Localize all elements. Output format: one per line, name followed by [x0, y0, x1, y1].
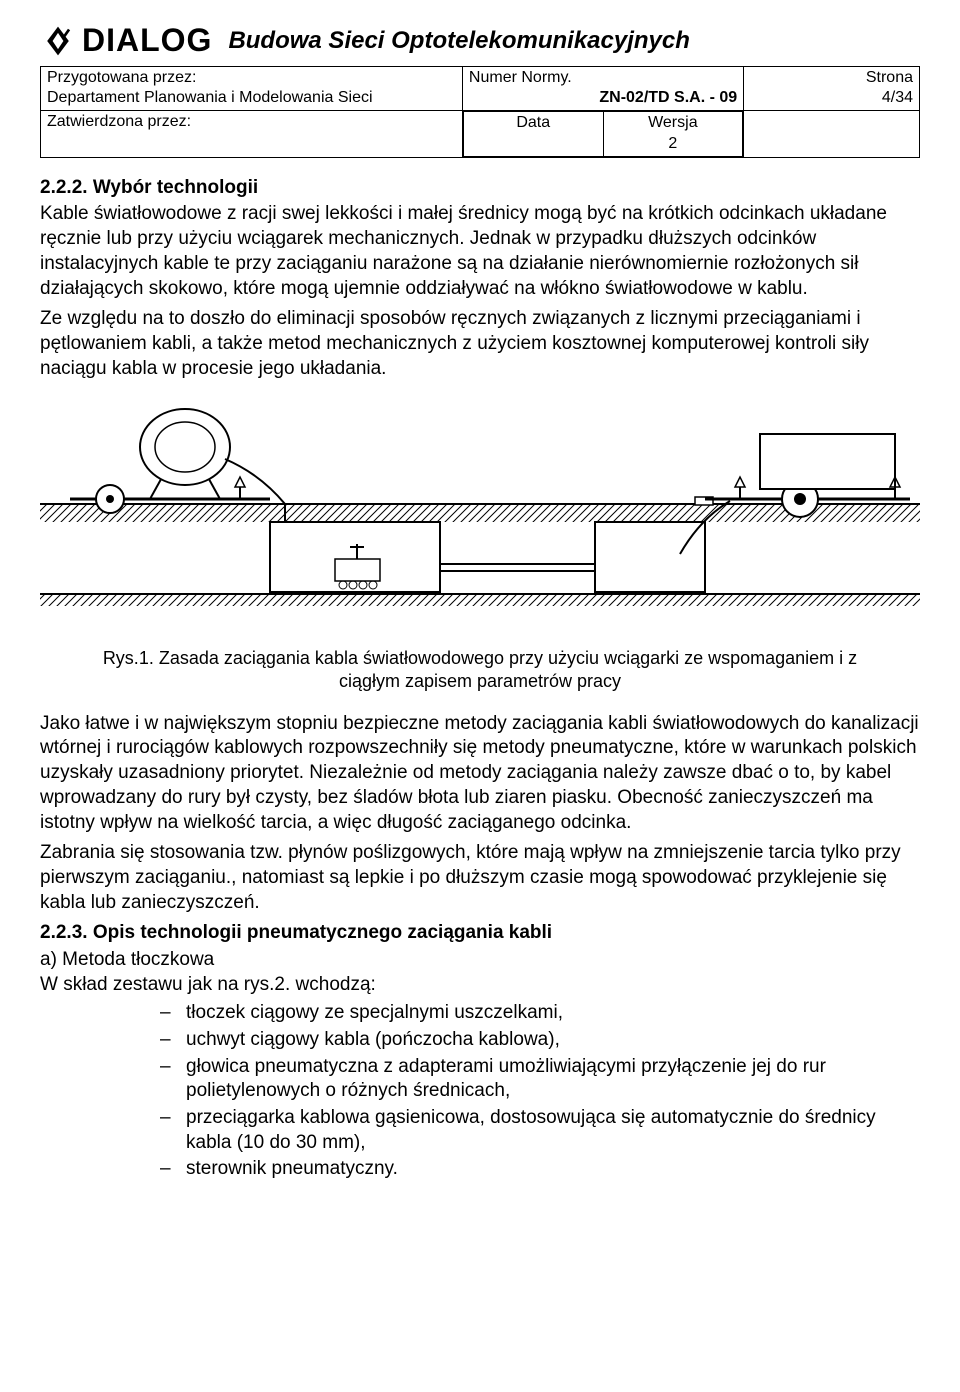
figure-1 [40, 399, 920, 637]
prepared-by-cell: Przygotowana przez: Departament Planowan… [41, 66, 463, 111]
logo-text: DIALOG [82, 20, 212, 62]
date-label: Data [463, 112, 603, 157]
version-label: Wersja [610, 113, 737, 134]
metadata-table: Przygotowana przez: Departament Planowan… [40, 66, 920, 158]
figure-1-diagram [40, 399, 920, 629]
after-figure-p1: Jako łatwe i w największym stopniu bezpi… [40, 712, 920, 835]
figure-1-caption: Rys.1. Zasada zaciągania kabla światłowo… [70, 647, 890, 694]
dialog-logo-icon [40, 23, 76, 59]
cable-drum-trailer-icon [70, 409, 270, 513]
section-223-intro: W skład zestawu jak na rys.2. wchodzą: [40, 973, 920, 998]
norm-value: ZN-02/TD S.A. - 09 [469, 88, 737, 109]
list-item: sterownik pneumatyczny. [160, 1157, 920, 1182]
empty-cell [744, 111, 920, 158]
approved-cell: Zatwierdzona przez: [41, 111, 463, 158]
list-item: głowica pneumatyczna z adapterami umożli… [160, 1055, 920, 1104]
list-item: przeciągarka kablowa gąsienicowa, dostos… [160, 1106, 920, 1155]
section-223-heading: 2.2.3. Opis technologii pneumatycznego z… [40, 921, 920, 946]
section-222-p2: Ze względu na to doszło do eliminacji sp… [40, 307, 920, 381]
prepared-label: Przygotowana przez: [47, 68, 456, 89]
version-subcell: Wersja 2 [603, 112, 743, 157]
version-value: 2 [610, 134, 737, 155]
list-item: uchwyt ciągowy kabla (pończocha kablowa)… [160, 1028, 920, 1053]
date-version-cell: Data Wersja 2 [462, 111, 743, 158]
section-222-heading: 2.2.2. Wybór technologii [40, 176, 920, 201]
section-223-list: tłoczek ciągowy ze specjalnymi uszczelka… [40, 1001, 920, 1182]
document-title: Budowa Sieci Optotelekomunikacyjnych [228, 25, 689, 56]
list-item: tłoczek ciągowy ze specjalnymi uszczelka… [160, 1001, 920, 1026]
section-222-p1: Kable światłowodowe z racji swej lekkośc… [40, 202, 920, 301]
section-223-sub-a: a) Metoda tłoczkowa [40, 948, 920, 973]
page-value: 4/34 [750, 88, 913, 109]
logo: DIALOG [40, 20, 212, 62]
document-header: DIALOG Budowa Sieci Optotelekomunikacyjn… [40, 20, 920, 62]
norm-cell: Numer Normy. ZN-02/TD S.A. - 09 [462, 66, 743, 111]
page-cell: Strona 4/34 [744, 66, 920, 111]
page-label: Strona [750, 68, 913, 89]
prepared-value: Departament Planowania i Modelowania Sie… [47, 88, 456, 109]
approved-label: Zatwierdzona przez: [47, 113, 191, 130]
norm-label: Numer Normy. [469, 68, 737, 89]
after-figure-p2: Zabrania się stosowania tzw. płynów pośl… [40, 841, 920, 915]
